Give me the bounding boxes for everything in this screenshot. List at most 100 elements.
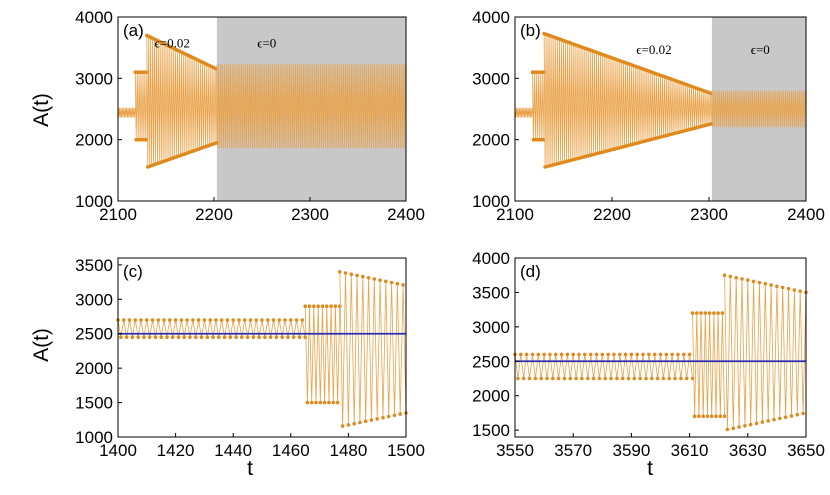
point-d-1-0: [690, 311, 695, 315]
point-d-0-15: [556, 376, 561, 381]
point-c-1-6: [316, 304, 321, 309]
point-c-0-26: [191, 318, 195, 322]
series-segment-d-1: [692, 313, 725, 417]
point-c-0-3: [124, 335, 129, 340]
point-d-0-44: [641, 352, 645, 357]
point-c-0-44: [242, 318, 247, 322]
point-c-0-60: [289, 318, 293, 322]
point-c-1-14: [333, 304, 338, 309]
ytick-label-d-1: 2000: [472, 387, 510, 406]
point-d-0-47: [650, 376, 654, 381]
point-c-0-7: [136, 335, 140, 340]
ytick-label-d-5: 4000: [472, 249, 510, 268]
point-d-0-17: [562, 376, 567, 381]
point-b-1-11: [541, 137, 545, 142]
point-c-2-6: [355, 273, 359, 278]
point-c-0-42: [237, 318, 241, 322]
point-d-2-8: [746, 278, 750, 282]
point-a-1-11: [144, 137, 148, 142]
point-d-2-5: [737, 425, 741, 429]
series-segment-a-3: [216, 64, 407, 149]
point-d-2-2: [728, 274, 733, 279]
ylabel-bottom: A(t): [30, 328, 53, 362]
point-d-0-31: [603, 376, 607, 381]
point-d-2-24: [792, 288, 797, 292]
point-d-2-15: [766, 419, 770, 423]
xtick-label-c-2: 1440: [214, 441, 252, 460]
xtick-label-b-1: 2200: [593, 205, 631, 224]
ytick-label-a-1: 2000: [75, 131, 113, 150]
point-d-0-55: [673, 376, 677, 381]
point-d-0-49: [655, 376, 660, 381]
point-c-0-58: [283, 318, 287, 322]
point-c-0-14: [156, 318, 161, 322]
point-d-0-61: [690, 376, 695, 381]
point-c-0-34: [214, 318, 218, 322]
point-c-2-17: [386, 414, 391, 419]
xtick-label-a-1: 2200: [195, 205, 233, 224]
point-d-0-23: [580, 376, 584, 381]
point-d-0-59: [684, 376, 689, 381]
point-c-2-22: [401, 283, 405, 287]
point-d-0-7: [533, 376, 538, 381]
point-c-0-46: [248, 318, 253, 322]
point-c-1-7: [318, 400, 323, 405]
point-c-0-43: [240, 335, 244, 340]
point-d-1-9: [709, 414, 714, 419]
point-c-1-2: [307, 304, 312, 309]
ytick-label-b-2: 3000: [472, 69, 510, 88]
point-c-0-52: [266, 318, 270, 322]
point-c-2-5: [352, 421, 357, 426]
xtick-label-c-3: 1460: [272, 441, 310, 460]
point-c-0-16: [162, 318, 166, 322]
series-segment-a-2: [146, 35, 218, 167]
ytick-label-a-2: 3000: [75, 69, 113, 88]
point-d-0-40: [629, 352, 634, 357]
point-d-2-6: [740, 277, 744, 281]
point-c-0-51: [263, 335, 267, 340]
ylabel-top: A(t): [30, 93, 53, 127]
panel-b: 2100 2200 2300 2400 1000 2000 3000 4000 (b) ϵ=0.0…: [472, 8, 825, 224]
ytick-label-a-0: 1000: [75, 192, 113, 211]
point-d-2-13: [760, 420, 765, 424]
point-d-2-0: [722, 273, 727, 278]
point-c-0-10: [145, 318, 149, 322]
point-c-1-8: [320, 304, 325, 309]
point-d-0-1: [516, 376, 520, 381]
xtick-label-b-0: 2100: [496, 205, 534, 224]
point-d-2-11: [754, 421, 759, 426]
point-c-1-15: [335, 400, 340, 405]
point-d-0-34: [612, 352, 616, 357]
series-segment-b-0: [514, 107, 533, 118]
point-d-2-4: [734, 275, 738, 280]
point-c-0-62: [294, 318, 299, 322]
point-d-0-10: [542, 352, 546, 357]
series-d: [513, 273, 808, 432]
point-d-1-8: [707, 311, 712, 315]
point-c-0-5: [130, 335, 135, 340]
point-d-2-21: [783, 415, 788, 420]
point-d-0-53: [667, 376, 671, 381]
point-d-0-56: [676, 352, 680, 357]
ytick-label-c-2: 2000: [75, 359, 113, 378]
xtick-label-d-4: 3630: [729, 441, 767, 460]
annotation-a-1: ϵ=0: [257, 36, 276, 51]
point-d-0-4: [524, 352, 529, 357]
ytick-label-c-5: 3500: [75, 256, 113, 275]
xtick-label-d-5: 3650: [787, 441, 825, 460]
point-c-2-4: [349, 272, 354, 277]
panel-a: 2100 2200 2300 2400 1000 2000 3000 4000 (a) ϵ=0.0…: [75, 8, 425, 224]
point-d-1-12: [716, 311, 720, 315]
point-c-0-59: [286, 335, 290, 340]
series-a: [117, 33, 407, 169]
point-d-0-57: [679, 376, 683, 381]
xtick-label-d-2: 3590: [612, 441, 650, 460]
point-d-0-26: [588, 352, 593, 357]
point-c-0-18: [168, 318, 172, 322]
ytick-label-d-2: 2500: [472, 352, 510, 371]
point-c-1-4: [312, 304, 316, 309]
point-c-1-9: [322, 400, 327, 405]
ytick-label-b-3: 4000: [472, 8, 510, 27]
point-c-0-27: [194, 335, 198, 340]
